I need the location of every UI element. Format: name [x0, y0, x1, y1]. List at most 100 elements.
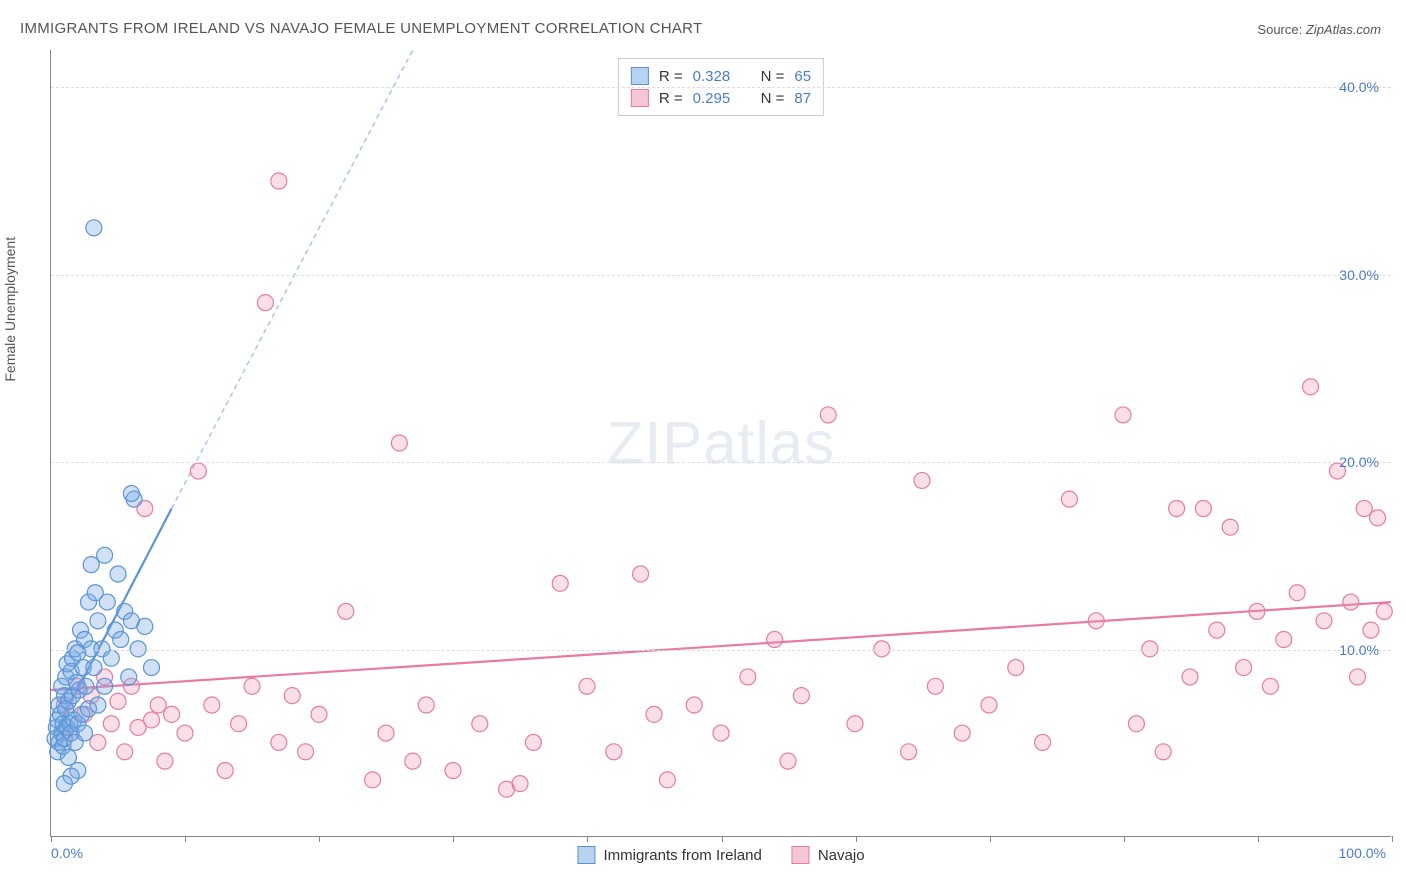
scatter-point [64, 688, 80, 704]
trend-line-extrapolated [172, 50, 413, 509]
scatter-point [144, 660, 160, 676]
series-swatch-navajo [792, 846, 810, 864]
series-label-navajo: Navajo [818, 847, 865, 864]
scatter-point [83, 557, 99, 573]
y-tick-label: 10.0% [1339, 642, 1379, 658]
scatter-point [110, 566, 126, 582]
series-legend: Immigrants from Ireland Navajo [577, 846, 864, 864]
scatter-point [257, 295, 273, 311]
r-value-navajo: 0.295 [693, 90, 743, 107]
scatter-point [780, 753, 796, 769]
scatter-point [72, 622, 88, 638]
scatter-point [70, 716, 86, 732]
scatter-point [633, 566, 649, 582]
scatter-point [847, 716, 863, 732]
scatter-point [659, 772, 675, 788]
trend-line [55, 509, 172, 734]
scatter-point [103, 650, 119, 666]
scatter-point [123, 486, 139, 502]
scatter-point [60, 749, 76, 765]
trend-line [51, 602, 1391, 690]
scatter-point [63, 768, 79, 784]
scatter-point [78, 678, 94, 694]
x-tick-mark [185, 836, 186, 842]
scatter-point [740, 669, 756, 685]
scatter-point [298, 744, 314, 760]
scatter-point [164, 706, 180, 722]
y-tick-label: 30.0% [1339, 267, 1379, 283]
scatter-point [1316, 613, 1332, 629]
scatter-point [378, 725, 394, 741]
scatter-point [1363, 622, 1379, 638]
scatter-point [1249, 603, 1265, 619]
scatter-point [68, 675, 84, 691]
scatter-point [365, 772, 381, 788]
x-tick-mark [587, 836, 588, 842]
scatter-point [123, 678, 139, 694]
scatter-point [901, 744, 917, 760]
scatter-point [55, 738, 71, 754]
scatter-point [59, 656, 75, 672]
x-tick-mark [1258, 836, 1259, 842]
x-tick-mark [319, 836, 320, 842]
scatter-point [123, 613, 139, 629]
scatter-point [1155, 744, 1171, 760]
scatter-point [1303, 379, 1319, 395]
scatter-point [90, 734, 106, 750]
scatter-point [63, 725, 79, 741]
scatter-point [107, 622, 123, 638]
scatter-point [1035, 734, 1051, 750]
scatter-point [512, 776, 528, 792]
scatter-point [1376, 603, 1392, 619]
scatter-point [117, 603, 133, 619]
scatter-point [77, 725, 93, 741]
scatter-point [47, 731, 63, 747]
legend-row-navajo: R = 0.295 N = 87 [631, 87, 811, 109]
scatter-point [767, 632, 783, 648]
scatter-point [52, 706, 68, 722]
scatter-point [81, 701, 97, 717]
scatter-point [55, 716, 71, 732]
scatter-point [284, 688, 300, 704]
n-label: N = [761, 90, 785, 107]
x-axis-min-label: 0.0% [51, 845, 83, 861]
scatter-point [472, 716, 488, 732]
scatter-point [144, 712, 160, 728]
scatter-point [97, 669, 113, 685]
scatter-point [1222, 519, 1238, 535]
scatter-point [90, 613, 106, 629]
scatter-point [1088, 613, 1104, 629]
series-label-ireland: Immigrants from Ireland [603, 847, 761, 864]
scatter-point [552, 575, 568, 591]
scatter-point [686, 697, 702, 713]
scatter-point [150, 697, 166, 713]
scatter-point [418, 697, 434, 713]
legend-swatch-navajo [631, 89, 649, 107]
chart-container: IMMIGRANTS FROM IRELAND VS NAVAJO FEMALE… [0, 0, 1406, 892]
x-tick-mark [856, 836, 857, 842]
scatter-point [927, 678, 943, 694]
scatter-point [1209, 622, 1225, 638]
scatter-point [157, 753, 173, 769]
scatter-point [70, 678, 86, 694]
scatter-point [117, 744, 133, 760]
scatter-point [54, 725, 70, 741]
x-tick-mark [51, 836, 52, 842]
scatter-point [1128, 716, 1144, 732]
scatter-point [445, 763, 461, 779]
scatter-point [97, 678, 113, 694]
y-tick-label: 20.0% [1339, 454, 1379, 470]
scatter-point [190, 463, 206, 479]
scatter-point [86, 660, 102, 676]
watermark-bold: ZIP [607, 410, 703, 477]
scatter-point [1182, 669, 1198, 685]
scatter-point [1289, 585, 1305, 601]
gridline [51, 87, 1391, 88]
scatter-point [525, 734, 541, 750]
scatter-point [217, 763, 233, 779]
scatter-point [137, 618, 153, 634]
scatter-point [56, 688, 72, 704]
scatter-point [1350, 669, 1366, 685]
y-axis-label: Female Unemployment [2, 237, 18, 382]
scatter-point [271, 734, 287, 750]
